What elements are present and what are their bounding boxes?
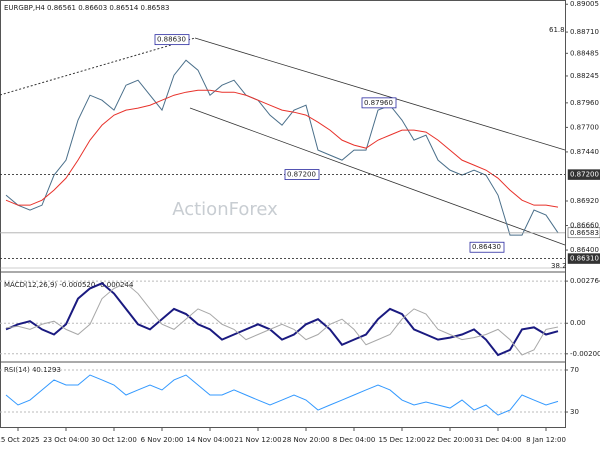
y-tick-label: 0.87700 [570,123,599,131]
annotation: 0.86430 [472,243,501,251]
price-tag-box [567,253,600,264]
annotation-box [284,169,320,180]
y-tick-label: 0.86660 [570,222,599,230]
y-tick-label: 0.87960 [570,99,599,107]
x-tick-label: 15 Oct 2025 [0,436,40,444]
annotation: 0.87200 [287,171,316,179]
annotation-box [469,241,505,253]
y-tick-label: -0.002005 [570,350,600,358]
macd-title: MACD(12,26,9) -0.000520 -0.000244 [4,281,134,289]
x-tick-label: 22 Dec 20:00 [426,436,473,444]
fib-label: 61.8 [549,26,565,34]
price-tag: 0.87200 [570,171,599,179]
x-tick-label: 21 Nov 12:00 [234,436,281,444]
annotation-box [361,97,397,109]
x-tick-label: 6 Nov 20:00 [141,436,184,444]
price-tag-box [567,169,600,180]
annotation-box [154,34,190,46]
annotation: 0.88630 [157,36,186,44]
y-tick-label: 0.002764 [570,277,600,285]
y-tick-label: 0.86920 [570,197,599,205]
y-tick-label: 0.00 [570,319,586,327]
series-line [5,282,559,356]
y-tick-label: 0.88485 [570,49,599,57]
y-tick-label: 0.88245 [570,72,599,80]
x-tick-label: 28 Nov 20:00 [282,436,329,444]
price-tag: 0.86583 [570,229,599,237]
series-line [5,282,559,357]
y-tick-label: 30 [570,408,579,416]
watermark: ActionForex [172,199,278,220]
x-tick-label: 15 Dec 12:00 [378,436,425,444]
chart-title: EURGBP,H4 0.86561 0.86603 0.86514 0.8658… [4,4,170,12]
frame [0,0,566,428]
x-tick-label: 30 Oct 12:00 [91,436,137,444]
channel-lower [189,107,566,246]
x-tick-label: 14 Nov 04:00 [186,436,233,444]
y-tick-label: 70 [570,366,579,374]
price-tag-box [567,227,600,239]
series-line [5,59,559,236]
x-tick-label: 31 Dec 04:00 [474,436,521,444]
fib-label: 38.2 [551,262,567,270]
x-tick-label: 8 Dec 04:00 [333,436,376,444]
x-tick-label: 8 Jan 12:00 [526,436,566,444]
y-tick-label: 0.89005 [570,0,599,8]
annotation: 0.87960 [364,99,393,107]
price-tag: 0.86310 [570,255,599,263]
series-line [5,374,559,416]
x-tick-label: 23 Oct 04:00 [43,436,89,444]
series-line [5,89,559,208]
trendline [0,37,196,96]
channel-upper [194,37,566,151]
y-tick-label: 0.88710 [570,28,599,36]
y-tick-label: 0.87440 [570,148,599,156]
y-tick-label: 0.86400 [570,246,599,254]
